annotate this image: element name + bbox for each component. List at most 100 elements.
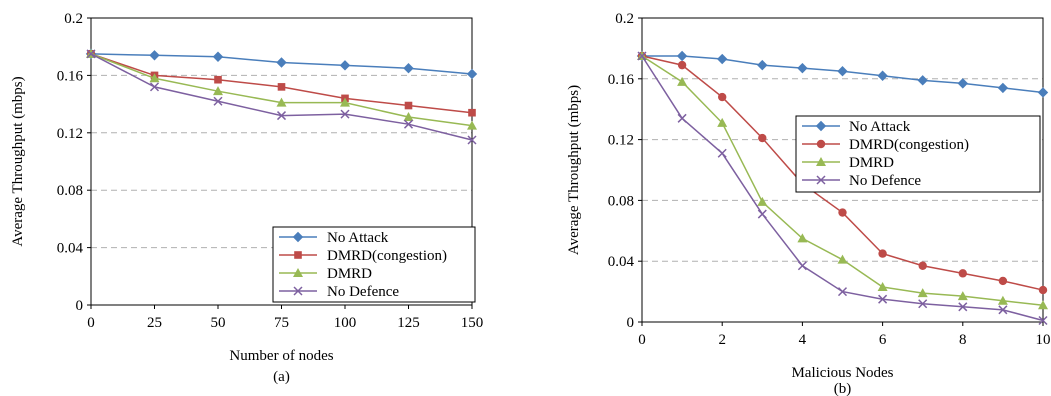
series-no-attack: [85, 48, 478, 80]
data-point: [277, 83, 286, 91]
data-point: [717, 148, 727, 158]
legend-marker: [293, 268, 303, 277]
legend: No Attack DMRD(congestion) DMRD No Defence: [795, 115, 1041, 193]
x-tick-label: 4: [799, 332, 807, 348]
y-axis-title: Average Throughput (mbps): [10, 76, 26, 246]
legend-item: DMRD(congestion): [279, 248, 447, 264]
legend-item: DMRD: [279, 266, 372, 282]
y-tick-label: 0: [76, 298, 84, 314]
data-point: [797, 62, 808, 74]
data-point: [716, 53, 728, 65]
legend-marker: [293, 286, 303, 296]
data-point: [276, 97, 287, 107]
data-point: [340, 97, 350, 107]
data-point: [837, 254, 848, 264]
data-point: [718, 92, 727, 102]
panel-label: (b): [834, 381, 852, 396]
data-point: [149, 50, 160, 61]
data-point: [917, 75, 928, 86]
x-tick-label: 150: [461, 315, 484, 331]
data-point: [212, 51, 224, 62]
x-tick-label: 100: [334, 315, 357, 331]
data-point: [466, 68, 478, 80]
data-point: [837, 287, 848, 297]
data-point: [403, 63, 414, 74]
data-point: [1037, 87, 1049, 98]
data-point: [877, 282, 888, 292]
legend-item: DMRD: [802, 155, 894, 171]
data-point: [1038, 300, 1048, 310]
data-point: [467, 120, 477, 130]
data-point: [213, 86, 223, 96]
series-no-attack: [636, 50, 1049, 98]
legend-box: [272, 226, 476, 303]
data-point: [878, 294, 888, 304]
legend-item: No Attack: [802, 119, 911, 135]
data-point: [757, 196, 768, 206]
y-axis-title: Average Throughput (mbps): [566, 85, 582, 255]
data-point: [676, 50, 688, 62]
chart-b: 0 0.04 0.08 0.12 0.16 0.2 0 2 4 6 8 10 Malicious Nod…: [566, 11, 1051, 396]
plot-area: [641, 17, 1044, 323]
legend-marker: [816, 157, 826, 166]
x-tick-label: 25: [147, 315, 162, 331]
legend: No Attack DMRD(congestion) DMRD No Defence: [272, 226, 476, 303]
data-point: [997, 82, 1009, 94]
data-point: [677, 76, 688, 86]
data-point: [637, 51, 647, 61]
y-tick-label: 0.08: [57, 183, 83, 199]
data-point: [403, 112, 414, 122]
y-tick-label: 0.08: [608, 193, 634, 209]
y-tick-label: 0.04: [57, 241, 84, 257]
x-tick-label: 0: [638, 332, 646, 348]
data-point: [214, 75, 222, 84]
x-tick-label: 50: [211, 315, 226, 331]
y-tick-label: 0.2: [64, 11, 83, 27]
y-tick-label: 0.2: [615, 11, 634, 27]
x-tick-label: 75: [274, 315, 289, 331]
data-point: [403, 119, 414, 129]
data-point: [998, 305, 1008, 315]
legend-item: No Defence: [279, 284, 399, 300]
x-tick-label: 125: [397, 315, 420, 331]
legend-item: No Defence: [802, 173, 921, 189]
data-point: [339, 60, 351, 71]
data-point: [837, 65, 848, 77]
data-point: [758, 133, 767, 143]
data-point: [958, 302, 968, 312]
data-point: [1038, 285, 1048, 295]
data-point: [797, 261, 807, 271]
y-tick-label: 0: [627, 315, 635, 331]
chart-a: 0 0.04 0.08 0.12 0.16 0.2 0 25 50 75 100 125 150 Numb…: [10, 11, 483, 385]
legend-label: No Attack: [849, 119, 911, 135]
legend-label: No Defence: [327, 284, 399, 300]
legend-marker: [816, 175, 826, 185]
x-tick-label: 10: [1036, 332, 1051, 348]
data-point: [917, 288, 928, 298]
y-tick-label: 0.16: [57, 68, 84, 84]
data-point: [149, 82, 160, 92]
legend-label: No Attack: [327, 230, 389, 246]
x-tick-label: 8: [959, 332, 967, 348]
legend-item: No Attack: [279, 230, 389, 246]
x-tick-label: 2: [718, 332, 726, 348]
data-point: [958, 269, 967, 278]
data-point: [86, 49, 96, 59]
data-point: [1038, 315, 1048, 326]
data-point: [213, 96, 223, 106]
y-tick-label: 0.04: [608, 254, 635, 270]
panel-label: (a): [273, 369, 290, 385]
data-point: [997, 295, 1008, 305]
legend-label: DMRD: [327, 266, 372, 282]
data-point: [878, 249, 887, 258]
data-point: [838, 208, 847, 217]
legend-label: DMRD(congestion): [327, 248, 447, 264]
legend-item: DMRD(congestion): [802, 137, 969, 153]
x-tick-label: 6: [879, 332, 887, 348]
data-point: [957, 291, 968, 301]
x-axis-title: Malicious Nodes: [791, 365, 893, 381]
data-point: [957, 78, 969, 89]
legend-marker: [816, 139, 826, 149]
y-tick-label: 0.16: [608, 72, 635, 88]
data-point: [276, 57, 287, 68]
